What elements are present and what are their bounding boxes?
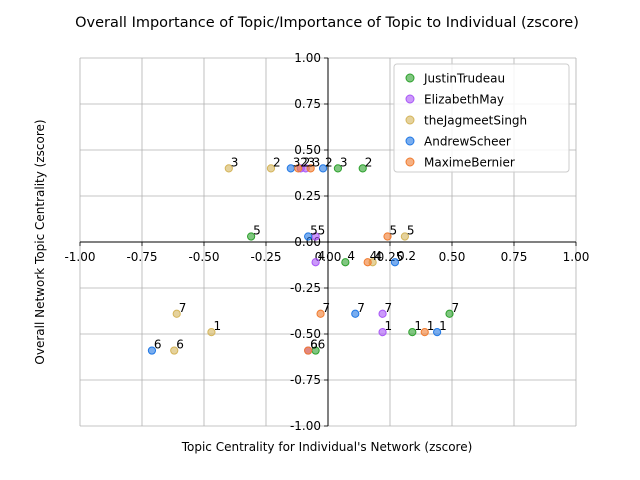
legend-marker: [405, 94, 415, 104]
point-label-elizabethmay: 6: [310, 338, 318, 352]
point-label-andrewscheer: 3: [293, 155, 301, 169]
point-label-thejagmeetsingh: 7: [179, 301, 187, 315]
legend-label: AndrewScheer: [424, 135, 511, 149]
x-tick-label: -1.00: [64, 250, 95, 264]
point-label-elizabethmay: 7: [385, 301, 393, 315]
point-maximebernier: [420, 328, 429, 337]
legend-marker: [405, 157, 415, 167]
y-axis-title: Overall Network Topic Centrality (zscore…: [33, 119, 47, 364]
point-elizabethmay: [378, 328, 387, 337]
point-thejagmeetsingh: [207, 328, 216, 337]
point-label-justintrudeau: 7: [452, 301, 460, 315]
point-andrewscheer: [351, 309, 360, 318]
point-thejagmeetsingh: [266, 164, 276, 173]
point-andrewscheer: [390, 258, 400, 267]
point-label-maximebernier: 5: [390, 223, 398, 237]
point-andrewscheer: [147, 346, 157, 355]
point-maximebernier: [363, 258, 372, 267]
point-label-elizabethmay: 5: [318, 223, 326, 237]
point-thejagmeetsingh: [400, 232, 409, 241]
x-tick-label: -0.25: [250, 250, 281, 264]
point-thejagmeetsingh: [172, 309, 181, 318]
x-tick-label: 0.00: [315, 250, 342, 264]
point-maximebernier: [294, 164, 303, 173]
point-justintrudeau: [445, 309, 454, 318]
point-label-andrewscheer: 2: [325, 155, 333, 169]
point-label-thejagmeetsingh: 5: [407, 223, 415, 237]
point-justintrudeau: [247, 232, 256, 241]
point-label-elizabethmay: 3: [308, 155, 316, 169]
point-label-maximebernier: 7: [323, 301, 331, 315]
legend-marker: [405, 73, 415, 83]
point-label-thejagmeetsingh: 4: [375, 249, 383, 263]
x-tick-label: -0.75: [126, 250, 157, 264]
legend-label: ElizabethMay: [424, 93, 504, 107]
point-label-thejagmeetsingh: 2: [273, 155, 281, 169]
x-tick-label: 0.50: [439, 250, 466, 264]
point-label-elizabethmay: 4: [318, 249, 326, 263]
point-label-maximebernier: 4: [370, 249, 378, 263]
legend-label: JustinTrudeau: [423, 72, 505, 86]
legend-marker: [405, 136, 415, 146]
point-label-andrewscheer: 5: [310, 223, 318, 237]
x-tick-label: 1.00: [563, 250, 590, 264]
point-label-thejagmeetsingh: 6: [176, 338, 184, 352]
point-andrewscheer: [318, 164, 328, 173]
point-label-thejagmeetsingh: 3: [231, 155, 239, 169]
point-label-andrewscheer: 1: [439, 319, 447, 333]
point-justintrudeau: [333, 164, 343, 173]
point-justintrudeau: [408, 328, 417, 337]
point-label-justintrudeau: 4: [347, 249, 355, 263]
x-tick-label: 0.75: [501, 250, 528, 264]
legend: JustinTrudeau ElizabethMay theJagmeetSingh…: [393, 63, 570, 173]
x-tick-label: -0.50: [188, 250, 219, 264]
point-maximebernier: [316, 309, 325, 318]
x-tick-labels: -1.00 -0.75 -0.50 -0.25 0.00 0.25 0.50 0.75 1.00: [64, 242, 589, 264]
point-justintrudeau: [341, 258, 350, 267]
x-axis-title: Topic Centrality for Individual's Networ…: [181, 440, 473, 454]
point-thejagmeetsingh: [170, 346, 179, 355]
point-andrewscheer: [304, 232, 313, 241]
point-thejagmeetsingh: [224, 164, 233, 173]
legend-label: MaximeBernier: [424, 156, 515, 170]
point-label-justintrudeau: 3: [340, 155, 348, 169]
legend-marker: [405, 115, 415, 125]
point-label-justintrudeau: 1: [414, 319, 422, 333]
point-label-maximebernier: 2: [300, 155, 308, 169]
point-label-justintrudeau: 2: [365, 155, 373, 169]
y-tick-label: -0.75: [290, 373, 321, 387]
point-maximebernier: [304, 346, 313, 355]
point-label-maximebernier: 1: [427, 319, 435, 333]
point-maximebernier: [306, 164, 315, 173]
point-maximebernier: [383, 232, 392, 241]
y-tick-label: -0.50: [290, 327, 321, 341]
point-label-justintrudeau: 6: [318, 338, 326, 352]
point-label-thejagmeetsingh: 1: [213, 319, 221, 333]
point-label-elizabethmay: 2: [303, 155, 311, 169]
point-label-andrewscheer: 7: [357, 301, 365, 315]
point-elizabethmay: [378, 309, 387, 318]
chart-title: Overall Importance of Topic/Importance o…: [75, 15, 579, 31]
point-label-andrewscheer: 0.2: [397, 249, 416, 263]
point-label-elizabethmay: 1: [385, 319, 393, 333]
point-justintrudeau: [358, 164, 367, 173]
point-elizabethmay: [311, 258, 320, 267]
y-tick-label: 0.50: [294, 143, 321, 157]
legend-label: theJagmeetSingh: [424, 114, 527, 128]
point-andrewscheer: [433, 328, 442, 337]
data-points: [147, 164, 454, 355]
y-tick-label: -1.00: [290, 419, 321, 433]
y-tick-label: -0.25: [290, 281, 321, 295]
point-label-maximebernier: 3: [313, 155, 321, 169]
point-label-justintrudeau: 5: [253, 223, 261, 237]
y-tick-label: 1.00: [294, 51, 321, 65]
y-tick-label: 0.25: [294, 189, 321, 203]
point-label-andrewscheer: 6: [154, 338, 162, 352]
legend-box: [393, 63, 570, 173]
point-label-maximebernier: 6: [310, 338, 318, 352]
y-tick-label: 0.75: [294, 97, 321, 111]
